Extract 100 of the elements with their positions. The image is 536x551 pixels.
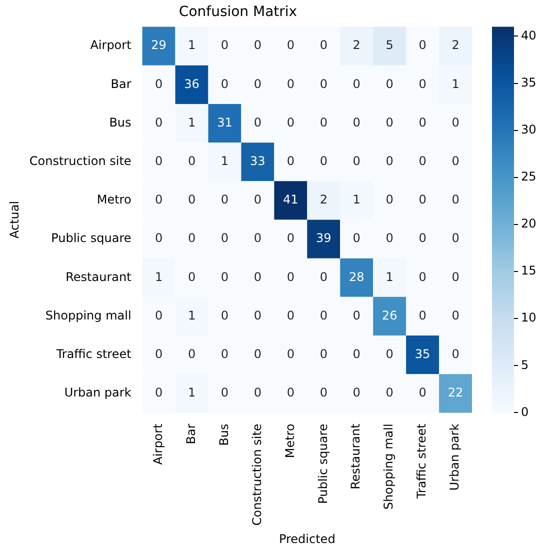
y-axis-title: Actual	[7, 200, 22, 239]
data-label: 0	[220, 346, 229, 361]
data-label: 1	[188, 386, 196, 400]
color-bar-label: 20	[521, 216, 536, 231]
data-label: 0	[154, 192, 163, 207]
data-label: 0	[452, 308, 460, 322]
data-label: 0	[286, 270, 294, 284]
data-label: 0	[188, 154, 196, 168]
data-label: 0	[220, 192, 229, 207]
data-label: 0	[154, 346, 163, 361]
data-label: 0	[452, 346, 460, 361]
data-label: 5	[386, 38, 394, 52]
x-tick-label: Shopping mall	[382, 424, 396, 510]
data-label: 0	[154, 154, 163, 168]
data-label: 0	[154, 386, 163, 400]
data-label: 0	[154, 115, 163, 130]
data-label: 35	[414, 346, 430, 361]
x-tick-label: Public square	[316, 424, 330, 504]
data-label: 0	[254, 76, 262, 91]
data-label: 0	[386, 76, 394, 91]
data-label: 0	[452, 231, 460, 246]
data-label: 0	[320, 346, 328, 361]
data-label: 2	[352, 38, 360, 52]
color-bar-label: 30	[521, 122, 536, 136]
data-label: 0	[386, 115, 394, 130]
data-label: 0	[320, 154, 328, 168]
data-label: 0	[386, 192, 394, 207]
data-label: 0	[286, 115, 294, 130]
color-bar-label: 10	[521, 310, 536, 325]
data-label: 0	[452, 154, 460, 168]
data-label: 0	[452, 192, 460, 207]
data-label: 1	[220, 154, 229, 168]
data-label: 1	[188, 38, 196, 52]
data-label: 0	[188, 192, 196, 207]
data-label: 26	[382, 308, 398, 322]
y-tick-label: Public square	[51, 231, 132, 246]
data-label: 0	[220, 270, 229, 284]
data-label: 0	[286, 386, 294, 400]
data-label: 1	[352, 192, 360, 207]
data-label: 0	[352, 346, 360, 361]
data-label: 41	[283, 192, 298, 207]
data-label: 0	[452, 270, 460, 284]
data-label: 1	[154, 270, 163, 284]
x-tick-label: Traffic street	[414, 423, 429, 500]
data-label: 1	[452, 76, 460, 91]
data-label: 0	[220, 308, 229, 322]
data-label: 22	[448, 386, 464, 400]
data-label: 0	[220, 231, 229, 246]
color-bar-label: 25	[521, 170, 536, 184]
data-label: 0	[352, 231, 360, 246]
data-label: 0	[386, 231, 394, 246]
chart-title: Confusion Matrix	[178, 4, 298, 20]
data-label: 0	[386, 346, 394, 361]
color-bar-label: 0	[521, 404, 529, 419]
data-label: 0	[320, 386, 328, 400]
y-tick-label: Bar	[110, 76, 132, 91]
x-tick-label: Bus	[216, 424, 231, 446]
data-label: 0	[352, 386, 360, 400]
data-label: 0	[320, 115, 328, 130]
data-label: 2	[452, 38, 460, 52]
x-axis-title: Predicted	[278, 532, 336, 546]
data-label: 0	[254, 386, 262, 400]
data-label: 0	[452, 115, 460, 130]
data-label: 0	[188, 270, 196, 284]
y-tick-label: Bus	[109, 115, 132, 130]
data-label: 0	[154, 76, 163, 91]
data-label: 0	[154, 308, 163, 322]
data-label: 0	[254, 192, 262, 207]
data-label: 29	[151, 38, 166, 52]
data-label: 0	[254, 346, 262, 361]
data-label: 0	[352, 115, 360, 130]
data-label: 0	[418, 231, 426, 246]
data-label: 0	[320, 76, 328, 91]
x-tick-label: Restaurant	[348, 423, 363, 490]
data-label: 0	[320, 270, 328, 284]
data-label: 0	[286, 346, 294, 361]
data-label: 31	[217, 115, 232, 130]
data-label: 0	[418, 192, 426, 207]
data-label: 0	[286, 231, 294, 246]
data-label: 0	[286, 76, 294, 91]
data-label: 0	[386, 154, 394, 168]
y-tick-label: Construction site	[29, 154, 132, 168]
data-label: 39	[316, 231, 332, 246]
data-label: 0	[254, 115, 262, 130]
data-label: 0	[188, 346, 196, 361]
data-label: 0	[418, 76, 426, 91]
data-label: 0	[188, 231, 196, 246]
data-label: 0	[220, 76, 229, 91]
data-label: 0	[418, 270, 426, 284]
x-tick-label: Urban park	[448, 424, 462, 491]
data-label: 0	[220, 386, 229, 400]
data-label: 0	[386, 386, 394, 400]
data-label: 28	[348, 270, 364, 284]
data-label: 1	[188, 115, 196, 130]
y-tick-label: Urban park	[64, 386, 132, 400]
data-label: 33	[250, 154, 266, 168]
data-label: 0	[254, 231, 262, 246]
data-label: 0	[418, 386, 426, 400]
color-bar-label: 15	[521, 264, 536, 278]
data-label: 0	[286, 154, 294, 168]
